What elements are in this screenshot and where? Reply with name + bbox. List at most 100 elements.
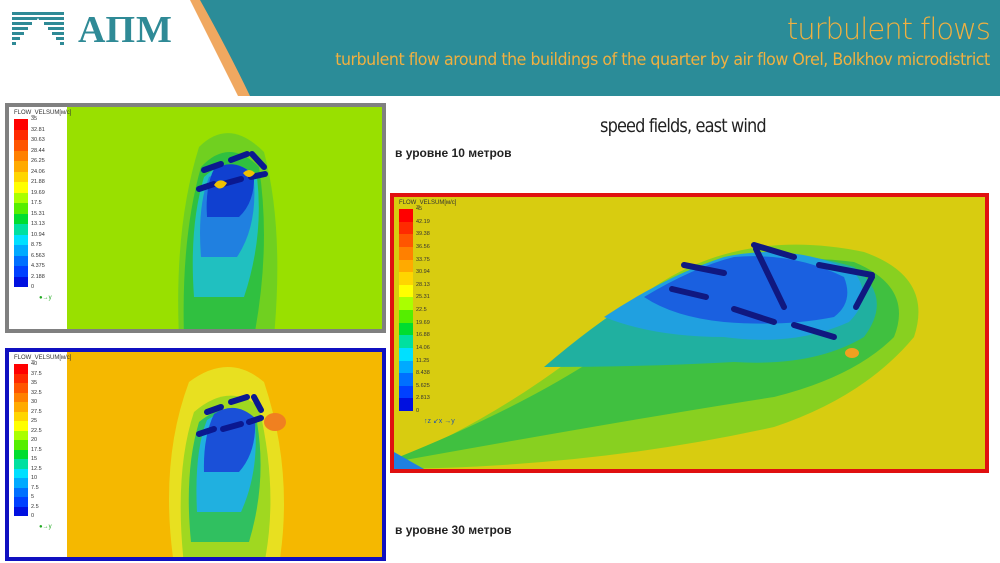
legend-swatch: [14, 487, 28, 497]
legend-swatch: [14, 430, 28, 440]
logo: АПМ: [12, 8, 173, 52]
legend-value: 35: [31, 116, 38, 122]
legend-value: 26.25: [31, 158, 45, 164]
axis-triad-icon: ●→y: [39, 524, 52, 530]
legend-swatch: [399, 385, 413, 399]
axis-triad-icon: ↑z ↙x →y: [424, 418, 455, 425]
legend-value: 6.563: [31, 252, 45, 259]
legend-value: 37.5: [31, 370, 42, 377]
legend-swatch: [399, 335, 413, 348]
legend-value: 4.375: [31, 263, 45, 269]
legend-value: 25.31: [416, 294, 430, 301]
legend-swatch: [14, 119, 28, 130]
legend-value: 12.5: [31, 465, 42, 472]
legend-value: 5: [31, 494, 35, 500]
legend-value: 28.44: [31, 147, 45, 154]
legend-value: 7.5: [31, 484, 39, 491]
legend-swatch: [14, 245, 28, 256]
legend-value: 22.5: [31, 427, 42, 434]
legend-swatch: [14, 150, 28, 161]
legend-value: 27.5: [31, 408, 42, 415]
color-legend: FLOW_VELSUM[м/с] 35 32.81 30.63 28.44 26.25 2…: [9, 107, 71, 329]
color-legend: FLOW_VELSUM[м/с] 40 37.5 35 32.5 30 27.5 25 22.…: [9, 352, 71, 557]
legend-value: 30.63: [31, 137, 45, 143]
legend-value: 39.38: [416, 231, 430, 238]
legend-swatch: [14, 140, 28, 151]
level-30-label: в уровне 30 метров: [395, 523, 512, 537]
legend-swatch: [14, 468, 28, 478]
legend-swatch: [14, 171, 28, 182]
legend-value: 45: [416, 206, 423, 212]
legend-value: 2.5: [31, 503, 39, 510]
legend-value: 30.94: [416, 269, 430, 276]
legend-swatch: [14, 459, 28, 469]
legend-swatch: [14, 203, 28, 214]
legend-value: 28.13: [416, 281, 430, 288]
legend-value: 10: [31, 475, 38, 481]
legend-value: 20: [31, 437, 38, 443]
legend-swatch: [14, 402, 28, 412]
color-legend: FLOW_VELSUM[м/с] 45 42.19 39.38 36.56 33.75 3…: [394, 197, 460, 427]
legend-value: 15: [31, 456, 38, 462]
legend-swatch: [14, 129, 28, 140]
legend-value: 17.5: [31, 446, 42, 453]
legend-swatch: [14, 383, 28, 393]
logo-mark-icon: [12, 12, 64, 48]
legend-swatch: [399, 234, 413, 247]
legend-value: 42.19: [416, 218, 430, 225]
legend-swatch: [399, 297, 413, 310]
legend-swatch: [399, 284, 413, 298]
legend-color-bar: [14, 119, 28, 287]
legend-value: 32.81: [31, 126, 45, 133]
velocity-contour-30m: [169, 367, 286, 557]
legend-swatch: [399, 209, 413, 222]
axis-triad-icon: ●→y: [39, 295, 52, 301]
section-heading: speed fields, east wind: [600, 115, 767, 137]
legend-value: 2.188: [31, 273, 45, 280]
legend-value: 10.94: [31, 231, 45, 238]
legend-swatch: [14, 224, 28, 235]
legend-value: 8.75: [31, 242, 42, 248]
slide-subtitle: turbulent flow around the buildings of t…: [335, 50, 991, 70]
legend-title: FLOW_VELSUM[м/с]: [14, 110, 72, 116]
legend-value: 24.06: [31, 168, 45, 175]
legend-value: 30: [31, 399, 38, 405]
legend-swatch: [399, 398, 413, 411]
legend-swatch: [14, 276, 28, 287]
legend-swatch: [399, 373, 413, 386]
legend-value: 2.813: [416, 395, 430, 402]
slide-title: turbulent flows: [786, 12, 991, 46]
legend-value: 16.88: [416, 332, 430, 339]
legend-swatch: [14, 440, 28, 450]
legend-value: 21.88: [31, 179, 45, 185]
legend-swatch: [14, 192, 28, 203]
velocity-contour-perspective: [394, 242, 919, 469]
legend-swatch: [14, 497, 28, 507]
legend-swatch: [14, 161, 28, 172]
legend-title: FLOW_VELSUM[м/с]: [399, 200, 457, 206]
velocity-contour-10m: [178, 133, 278, 329]
legend-value: 32.5: [31, 389, 42, 396]
legend-swatch: [14, 255, 28, 266]
header: АПМ turbulent flows turbulent flow aroun…: [0, 0, 1000, 96]
legend-swatch: [399, 347, 413, 361]
legend-swatch: [14, 421, 28, 431]
legend-swatch: [14, 234, 28, 245]
legend-value: 40: [31, 361, 38, 367]
legend-swatch: [399, 322, 413, 336]
legend-swatch: [399, 221, 413, 235]
legend-labels: 40 37.5 35 32.5 30 27.5 25 22.5 20 17.5 15 12.5 10 7.…: [31, 361, 42, 519]
legend-labels: 45 42.19 39.38 36.56 33.75 30.94 28.13 25.31 22.…: [416, 206, 430, 414]
legend-color-bar: [399, 209, 413, 411]
legend-value: 13.13: [31, 221, 45, 227]
legend-swatch: [14, 373, 28, 383]
legend-swatch: [14, 266, 28, 277]
legend-value: 5.625: [416, 382, 430, 389]
legend-swatch: [399, 259, 413, 273]
legend-swatch: [399, 272, 413, 285]
header-band: [190, 0, 1000, 96]
legend-swatch: [399, 360, 413, 374]
legend-value: 0: [31, 284, 35, 290]
legend-swatch: [14, 411, 28, 421]
legend-swatch: [14, 506, 28, 516]
